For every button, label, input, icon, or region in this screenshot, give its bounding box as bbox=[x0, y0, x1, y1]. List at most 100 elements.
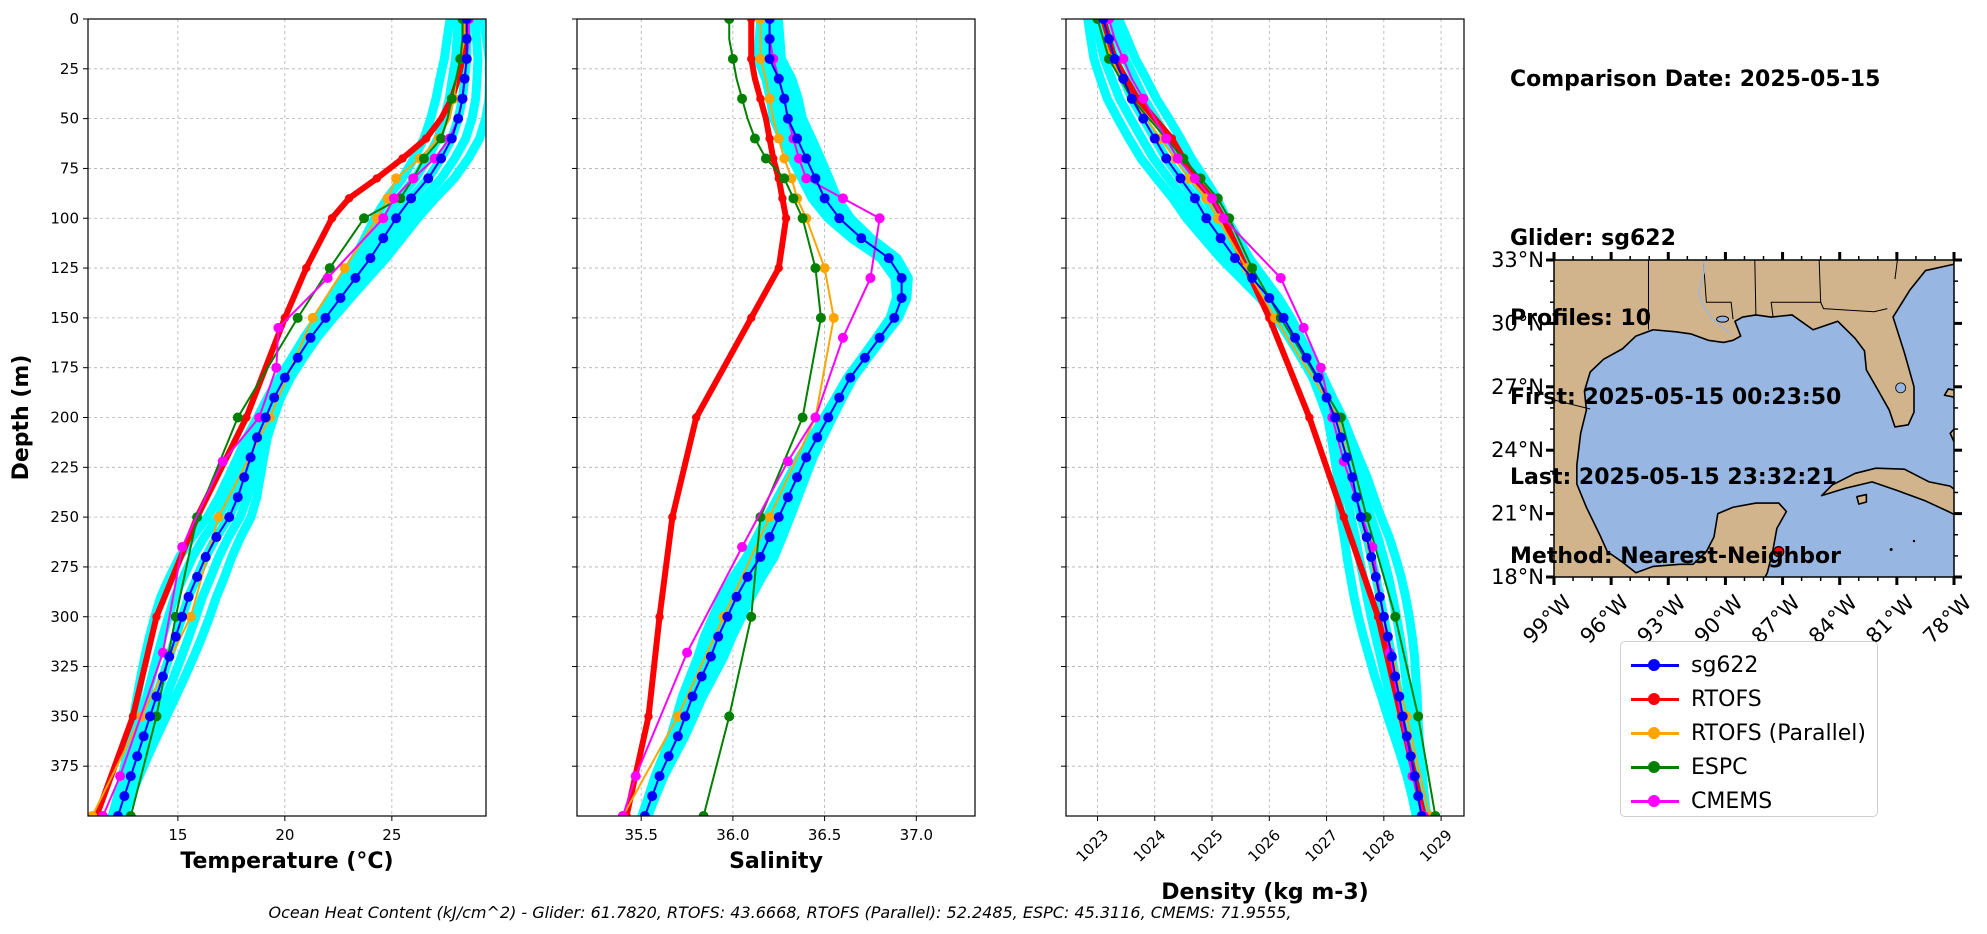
data-point bbox=[461, 33, 472, 44]
data-point bbox=[1301, 352, 1312, 363]
data-point bbox=[647, 791, 658, 802]
y-axis-label: Depth (m) bbox=[9, 355, 34, 481]
data-point bbox=[801, 452, 812, 463]
data-point bbox=[446, 93, 457, 104]
data-point bbox=[245, 452, 256, 463]
data-point bbox=[698, 811, 709, 816]
x-tick-label: 1026 bbox=[1244, 826, 1284, 866]
data-point bbox=[1161, 153, 1172, 164]
data-point bbox=[1189, 173, 1200, 184]
legend-marker bbox=[1629, 723, 1681, 743]
data-point bbox=[823, 412, 834, 423]
data-point bbox=[1175, 173, 1186, 184]
data-point bbox=[461, 53, 472, 64]
data-point bbox=[859, 352, 870, 363]
north-america-landmass bbox=[1554, 260, 1954, 577]
data-point bbox=[279, 372, 290, 383]
map-lon-label: 93°W bbox=[1633, 590, 1691, 648]
x-tick-label: 1027 bbox=[1302, 826, 1342, 866]
salinity-panel: 35.5 36.0 36.5 37.0 Salinity bbox=[572, 18, 976, 874]
data-point bbox=[436, 153, 447, 164]
data-point bbox=[421, 134, 431, 143]
data-point bbox=[305, 332, 316, 343]
data-point bbox=[271, 362, 282, 373]
map-lat-label: 33°N bbox=[1491, 248, 1544, 272]
map-frame bbox=[1553, 259, 1955, 578]
data-point bbox=[663, 751, 674, 762]
data-point bbox=[327, 214, 337, 223]
data-point bbox=[378, 213, 389, 224]
data-point bbox=[696, 671, 707, 682]
last-profile-time: Last: 2025-05-15 23:32:21 bbox=[1510, 464, 1837, 490]
data-point bbox=[782, 456, 793, 467]
state-border bbox=[1554, 399, 1591, 410]
data-point bbox=[810, 263, 821, 274]
density-y-axis bbox=[1061, 18, 1066, 767]
x-axis-label: Temperature (°C) bbox=[180, 849, 393, 874]
map-lon-label: 96°W bbox=[1575, 590, 1633, 648]
data-point bbox=[213, 512, 224, 523]
data-point bbox=[335, 292, 346, 303]
data-point bbox=[1275, 273, 1286, 284]
data-point bbox=[1109, 53, 1120, 64]
data-point bbox=[801, 153, 812, 164]
map-lat-label: 30°N bbox=[1491, 311, 1544, 335]
data-point bbox=[896, 292, 907, 303]
density-x-axis: 1023 1024 1025 1026 1027 1028 1029 bbox=[1073, 816, 1456, 866]
data-point bbox=[755, 512, 766, 523]
data-point bbox=[1374, 591, 1385, 602]
data-point bbox=[1118, 53, 1129, 64]
data-point bbox=[747, 54, 756, 64]
data-point bbox=[793, 153, 804, 164]
y-tick-label: 275 bbox=[50, 558, 79, 576]
y-tick-label: 75 bbox=[60, 159, 79, 177]
legend-item-sg622: sg622 bbox=[1621, 648, 1877, 682]
salinity-x-axis: 35.5 36.0 36.5 37.0 bbox=[624, 816, 933, 844]
data-point bbox=[672, 711, 683, 722]
x-axis-label: Density (kg m-3) bbox=[1161, 880, 1369, 905]
y-tick-label: 350 bbox=[50, 707, 79, 725]
data-point bbox=[418, 153, 429, 164]
data-point bbox=[1149, 133, 1160, 144]
series-line bbox=[1096, 19, 1437, 816]
data-point bbox=[1378, 611, 1389, 622]
y-tick-label: 25 bbox=[60, 60, 79, 78]
data-point bbox=[1278, 312, 1289, 323]
data-point bbox=[446, 133, 457, 144]
state-border bbox=[1820, 302, 1888, 313]
legend-item-espc: ESPC bbox=[1621, 750, 1877, 784]
data-point bbox=[755, 53, 766, 64]
info-panel: Comparison Date: 2025-05-15 Glider: sg62… bbox=[1510, 14, 1880, 597]
series-line bbox=[621, 19, 835, 816]
data-point bbox=[217, 456, 228, 467]
temperature-plot-area bbox=[88, 19, 486, 816]
lake-okeechobee bbox=[1895, 382, 1907, 394]
legend-label: CMEMS bbox=[1691, 788, 1773, 814]
data-point bbox=[856, 233, 867, 244]
andros-island bbox=[1949, 427, 1954, 444]
data-point bbox=[1201, 213, 1212, 224]
data-point bbox=[1386, 651, 1397, 662]
x-tick-label: 1025 bbox=[1187, 826, 1227, 866]
mississippi-river bbox=[1697, 260, 1732, 335]
data-point bbox=[746, 611, 757, 622]
series-line bbox=[702, 19, 822, 816]
data-point bbox=[1229, 253, 1240, 264]
y-tick-label: 0 bbox=[69, 10, 79, 28]
data-point bbox=[749, 133, 760, 144]
data-point bbox=[1330, 412, 1341, 423]
data-point bbox=[1321, 392, 1332, 403]
legend-marker bbox=[1629, 655, 1681, 675]
data-point bbox=[724, 711, 735, 722]
data-point bbox=[713, 631, 724, 642]
data-point bbox=[97, 811, 108, 816]
data-point bbox=[810, 412, 821, 423]
data-point bbox=[436, 133, 447, 144]
salinity-y-axis bbox=[572, 18, 577, 767]
data-point bbox=[786, 173, 797, 184]
series-line bbox=[93, 19, 470, 816]
data-point bbox=[845, 372, 856, 383]
map-lat-label: 18°N bbox=[1491, 565, 1544, 589]
data-point bbox=[1390, 671, 1401, 682]
data-point bbox=[773, 73, 784, 84]
